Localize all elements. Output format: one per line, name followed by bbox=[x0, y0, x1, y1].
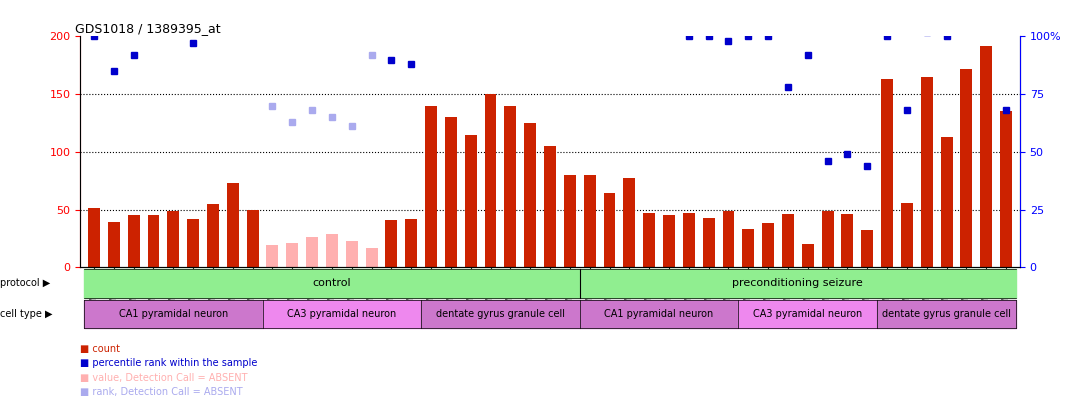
Bar bbox=[703, 217, 714, 267]
Bar bbox=[485, 94, 497, 267]
Bar bbox=[921, 77, 932, 267]
Bar bbox=[564, 175, 576, 267]
Bar bbox=[842, 214, 853, 267]
Bar bbox=[346, 241, 358, 267]
Bar bbox=[307, 237, 318, 267]
Bar bbox=[226, 183, 239, 267]
Bar bbox=[267, 245, 279, 267]
Text: protocol ▶: protocol ▶ bbox=[0, 279, 50, 288]
Bar bbox=[326, 234, 337, 267]
Bar bbox=[580, 269, 1016, 298]
Text: preconditioning seizure: preconditioning seizure bbox=[733, 279, 863, 288]
Bar bbox=[682, 213, 695, 267]
Bar bbox=[187, 219, 199, 267]
Bar bbox=[580, 300, 738, 328]
Bar bbox=[524, 123, 536, 267]
Bar bbox=[742, 229, 754, 267]
Bar bbox=[147, 215, 159, 267]
Bar bbox=[861, 230, 874, 267]
Text: ■ percentile rank within the sample: ■ percentile rank within the sample bbox=[80, 358, 257, 369]
Bar bbox=[108, 222, 120, 267]
Bar bbox=[445, 117, 457, 267]
Bar bbox=[663, 215, 675, 267]
Bar bbox=[802, 244, 814, 267]
Bar bbox=[643, 213, 655, 267]
Text: CA3 pyramidal neuron: CA3 pyramidal neuron bbox=[753, 309, 862, 319]
Text: ■ value, Detection Call = ABSENT: ■ value, Detection Call = ABSENT bbox=[80, 373, 248, 383]
Bar bbox=[603, 194, 615, 267]
Text: CA1 pyramidal neuron: CA1 pyramidal neuron bbox=[604, 309, 713, 319]
Bar bbox=[263, 300, 421, 328]
Bar bbox=[881, 79, 893, 267]
Bar bbox=[584, 175, 596, 267]
Bar bbox=[901, 202, 913, 267]
Bar bbox=[624, 179, 635, 267]
Bar bbox=[247, 210, 258, 267]
Bar bbox=[421, 300, 580, 328]
Bar bbox=[782, 214, 794, 267]
Text: dentate gyrus granule cell: dentate gyrus granule cell bbox=[436, 309, 565, 319]
Text: cell type ▶: cell type ▶ bbox=[0, 309, 52, 319]
Text: CA1 pyramidal neuron: CA1 pyramidal neuron bbox=[119, 309, 227, 319]
Bar bbox=[405, 219, 418, 267]
Bar bbox=[821, 211, 833, 267]
Bar bbox=[544, 146, 556, 267]
Bar bbox=[465, 134, 476, 267]
Text: ■ rank, Detection Call = ABSENT: ■ rank, Detection Call = ABSENT bbox=[80, 387, 242, 397]
Bar bbox=[738, 300, 877, 328]
Bar bbox=[425, 106, 437, 267]
Text: ■ count: ■ count bbox=[80, 344, 120, 354]
Bar bbox=[877, 300, 1016, 328]
Text: GDS1018 / 1389395_at: GDS1018 / 1389395_at bbox=[76, 22, 221, 35]
Bar bbox=[128, 215, 140, 267]
Bar bbox=[723, 211, 735, 267]
Text: CA3 pyramidal neuron: CA3 pyramidal neuron bbox=[287, 309, 396, 319]
Bar bbox=[88, 209, 100, 267]
Bar bbox=[365, 248, 377, 267]
Bar bbox=[763, 224, 774, 267]
Bar bbox=[1000, 111, 1012, 267]
Bar bbox=[286, 243, 298, 267]
Bar bbox=[980, 46, 992, 267]
Bar bbox=[504, 106, 516, 267]
Text: control: control bbox=[313, 279, 351, 288]
Bar bbox=[941, 137, 953, 267]
Bar bbox=[168, 211, 179, 267]
Bar bbox=[207, 204, 219, 267]
Bar bbox=[84, 300, 263, 328]
Bar bbox=[960, 69, 972, 267]
Bar bbox=[386, 220, 397, 267]
Bar bbox=[84, 269, 580, 298]
Text: dentate gyrus granule cell: dentate gyrus granule cell bbox=[882, 309, 1011, 319]
